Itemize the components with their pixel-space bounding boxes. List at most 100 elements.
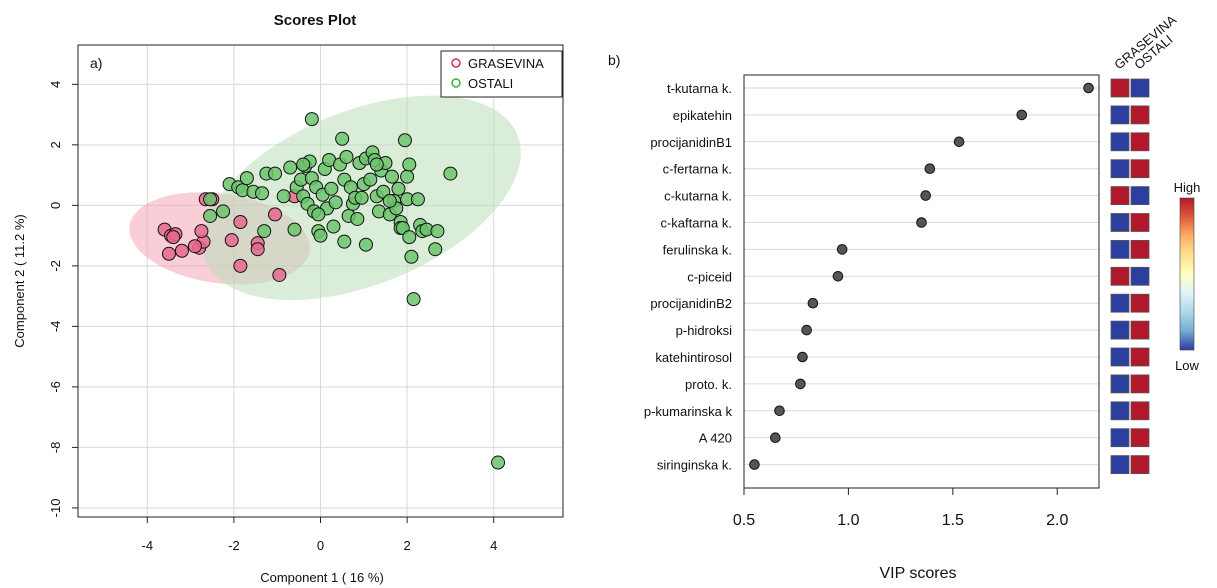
vip-x-axis-ticks: 0.5 1.0 1.5 2.0: [733, 488, 1068, 529]
point-ostali: [326, 219, 341, 234]
vip-point: [774, 405, 785, 417]
vip-feature-label: procijanidinB2: [650, 296, 732, 311]
legend-marker-grasevina: [451, 58, 461, 68]
heatmap-cell: [1130, 159, 1150, 179]
vip-feature-label: epikatehin: [673, 108, 732, 123]
point-ostali: [335, 131, 350, 146]
heatmap-cell: [1130, 239, 1150, 259]
vip-feature-label: ferulinska k.: [663, 242, 732, 257]
vip-feature-label: p-kumarinska k: [644, 404, 733, 419]
score-points: [157, 112, 506, 470]
point-ostali: [203, 192, 218, 207]
vip-plot-frame: [743, 74, 1100, 489]
heatmap-cell: [1130, 347, 1150, 367]
vip-point: [749, 459, 760, 470]
point-ostali: [428, 242, 443, 257]
point-ostali: [350, 211, 365, 226]
heatmap-cell: [1110, 78, 1130, 98]
heatmap-cell: [1130, 374, 1150, 394]
vip-feature-label: c-fertarna k.: [663, 162, 732, 177]
heatmap-cell: [1130, 78, 1150, 98]
x-tick-label: -4: [142, 538, 154, 553]
point-grasevina: [233, 258, 248, 273]
heatmap-cell: [1110, 455, 1130, 475]
vip-point: [795, 378, 806, 390]
legend-marker-ostali: [451, 78, 461, 88]
point-ostali: [384, 169, 399, 184]
y-tick-label: -10: [48, 499, 63, 518]
point-grasevina: [194, 224, 209, 239]
x-tick-label: -2: [228, 538, 240, 553]
point-ostali: [410, 192, 425, 207]
vip-point: [836, 244, 848, 255]
vip-point: [953, 136, 965, 148]
heatmap-cell: [1130, 266, 1150, 286]
vip-feature-label: p-hidroksi: [676, 323, 732, 338]
point-ostali: [268, 166, 283, 181]
vip-feature-label: procijanidinB1: [650, 135, 732, 150]
vip-feature-label: c-piceid: [687, 269, 732, 284]
heatmap-cell: [1130, 320, 1150, 340]
heatmap-cell: [1130, 105, 1150, 125]
point-ostali: [430, 224, 445, 239]
heatmap-cell: [1110, 401, 1130, 421]
heatmap-cell: [1130, 455, 1150, 475]
heatmap-cell: [1110, 320, 1130, 340]
heatmap-cell: [1110, 293, 1130, 313]
point-ostali: [311, 207, 326, 222]
vip-x-tick-label: 1.5: [942, 512, 964, 529]
vip-feature-label: proto. k.: [685, 377, 732, 392]
vip-feature-label: t-kutarna k.: [667, 81, 732, 96]
vip-point: [1083, 82, 1094, 94]
y-axis-ticks: -10 -8 -6 -4 -2 0 2 4: [48, 81, 78, 518]
colorbar: High Low: [1174, 180, 1201, 373]
point-grasevina: [268, 207, 283, 222]
vip-feature-label: siringinska k.: [657, 458, 732, 473]
point-ostali: [239, 171, 254, 186]
vip-feature-label: katehintirosol: [655, 350, 732, 365]
point-ostali: [203, 208, 218, 223]
legend: GRASEVINA OSTALI: [440, 50, 563, 98]
point-ostali: [257, 224, 272, 239]
x-tick-label: 0: [317, 538, 324, 553]
point-grasevina: [161, 246, 176, 261]
heatmap-cell: [1110, 239, 1130, 259]
heatmap-cell: [1110, 374, 1130, 394]
heatmap-cell: [1110, 132, 1130, 152]
y-tick-label: 2: [48, 141, 63, 148]
vip-x-tick-label: 1.0: [837, 512, 859, 529]
point-ostali: [406, 292, 421, 307]
point-ostali: [363, 172, 378, 187]
vip-point: [797, 351, 808, 363]
point-ostali: [324, 181, 339, 196]
vip-point: [916, 217, 927, 228]
colorbar-low-label: Low: [1175, 358, 1199, 373]
point-ostali: [296, 157, 311, 172]
vip-x-tick-label: 2.0: [1046, 512, 1068, 529]
panel-b-label: b): [608, 52, 620, 68]
colorbar-gradient: [1179, 197, 1195, 351]
legend-label-grasevina: GRASEVINA: [468, 56, 544, 71]
heatmap-cell: [1110, 428, 1130, 448]
vip-point: [770, 432, 781, 444]
vip-plot-panel: b) t-kutarna k. epikatehin procijanidinB1 c…: [608, 12, 1200, 582]
point-ostali: [404, 249, 419, 264]
point-grasevina: [187, 239, 202, 254]
point-ostali: [382, 193, 397, 208]
point-grasevina: [174, 243, 189, 258]
heatmap-cell: [1110, 347, 1130, 367]
vip-feature-label: c-kaftarna k.: [660, 216, 732, 231]
point-ostali: [491, 455, 506, 470]
heatmap-cell: [1110, 159, 1130, 179]
panel-a-label: a): [90, 55, 102, 71]
vip-point: [807, 297, 819, 309]
point-ostali: [287, 222, 302, 237]
point-ostali: [402, 230, 417, 245]
vip-feature-label: c-kutarna k.: [664, 189, 732, 204]
point-ostali: [400, 169, 415, 184]
point-ostali: [304, 112, 319, 127]
y-axis-label: Component 2 ( 11.2 %): [12, 214, 27, 347]
heatmap-cell: [1110, 105, 1130, 125]
